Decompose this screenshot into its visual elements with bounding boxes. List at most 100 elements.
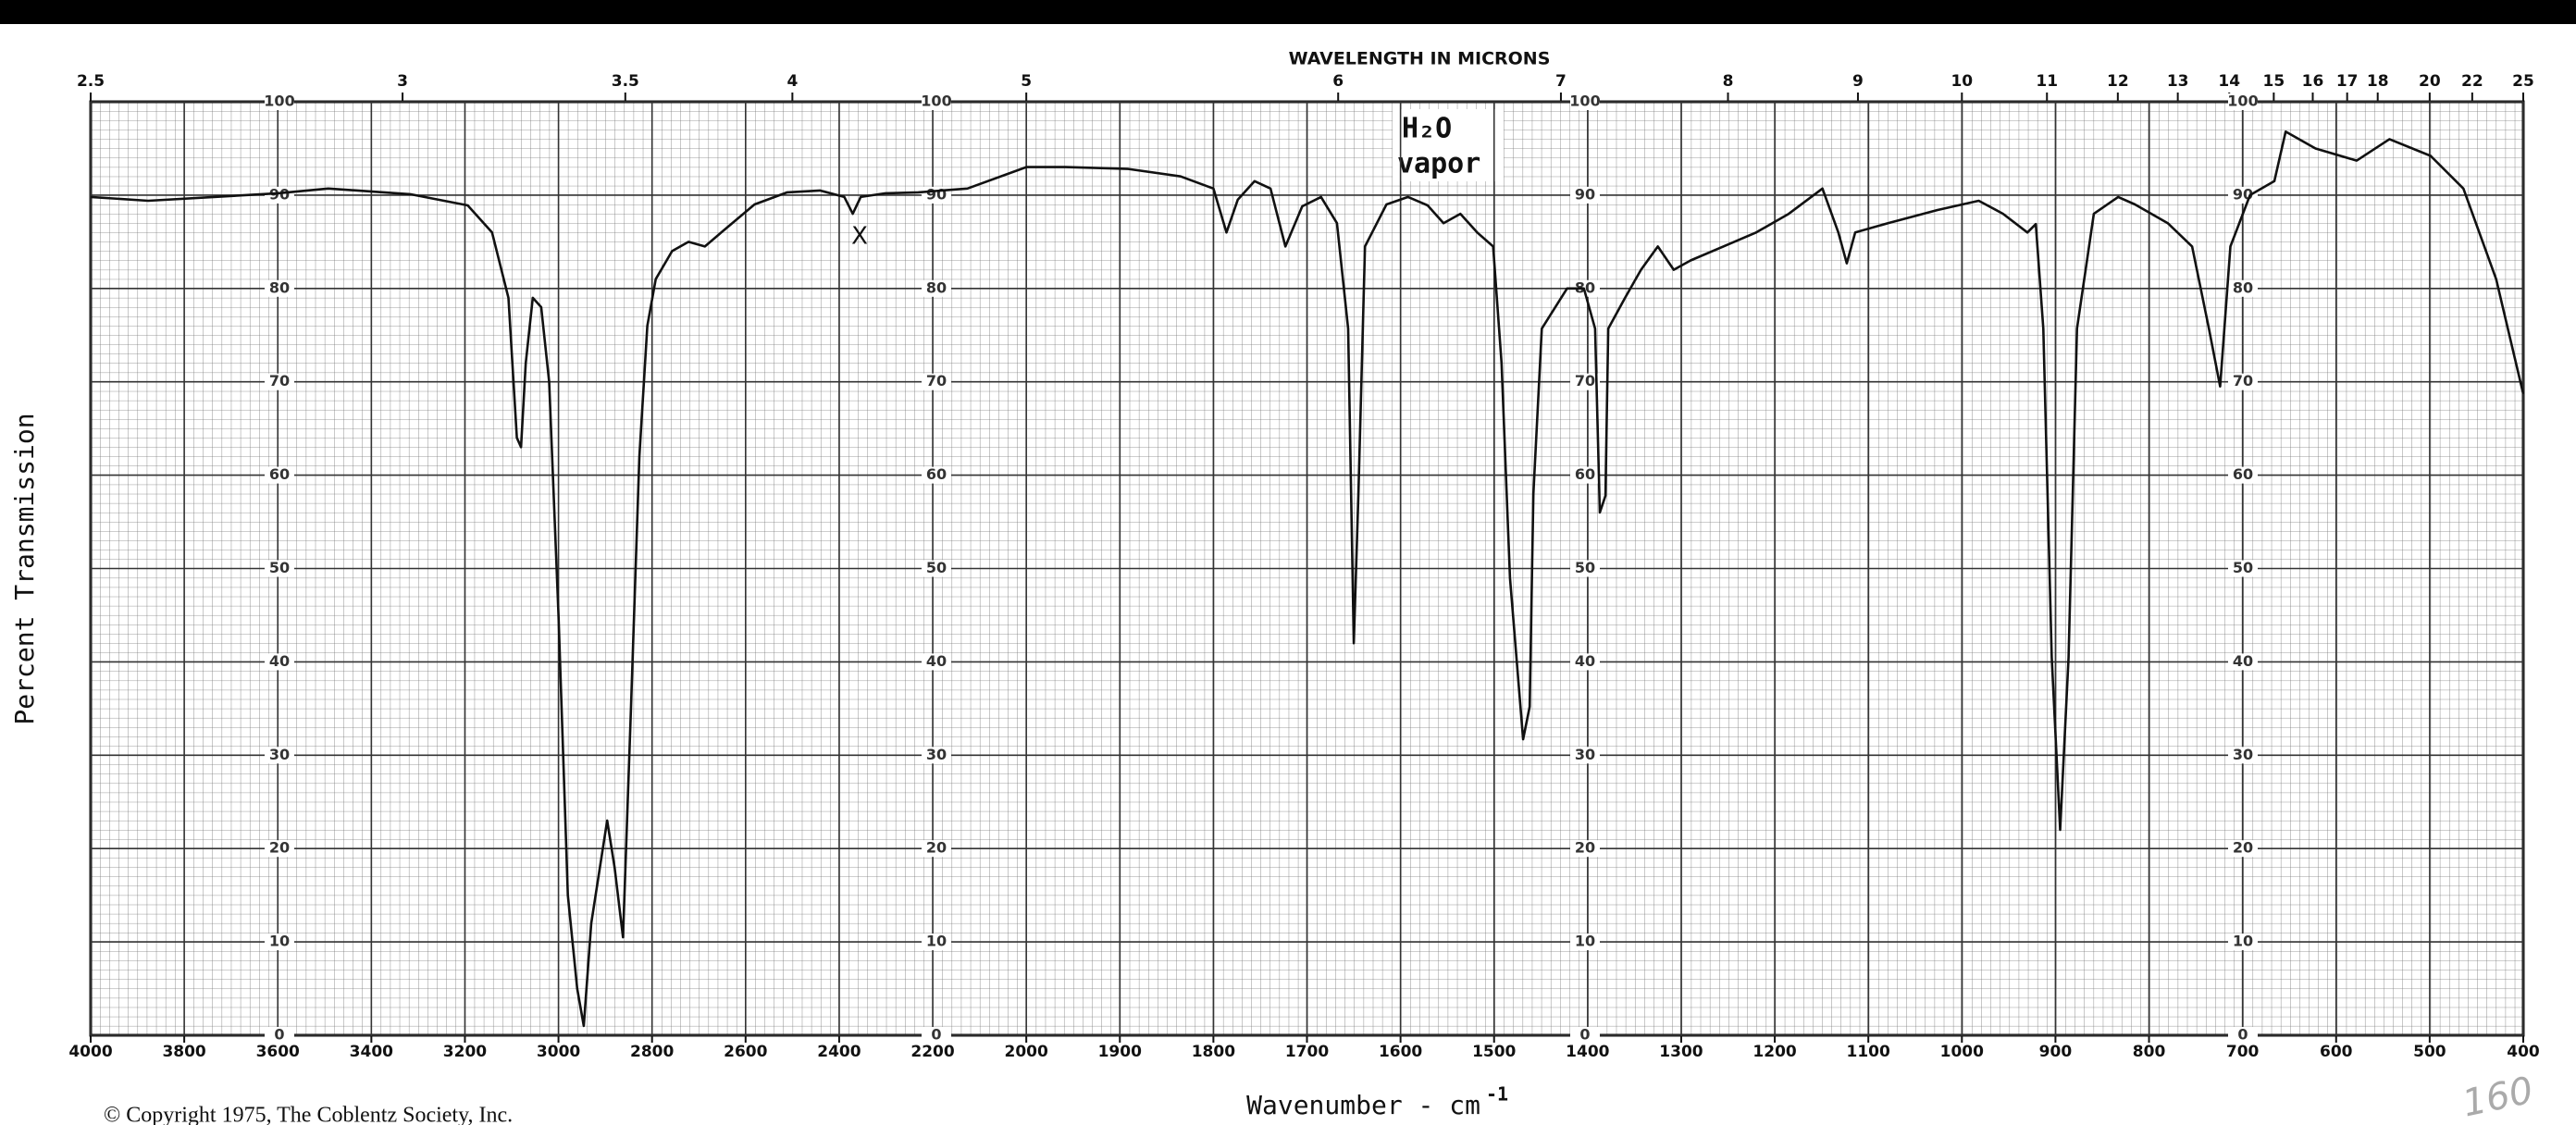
x-tick-label: 1600 [1379,1043,1422,1061]
x-tick-label: 3200 [443,1043,487,1061]
x2-tick-label: 7 [1555,72,1567,91]
annotation-bg [1393,109,1504,181]
x2-tick-label: 18 [2367,72,2389,91]
y-tick-label: 10 [2233,933,2253,950]
y-tick-label-bg [1570,840,1600,858]
x-tick-label: 1800 [1192,1043,1235,1061]
x-tick-label: 500 [2413,1043,2446,1061]
x-tick-label: 400 [2507,1043,2540,1061]
annotation: H₂O [1402,113,1452,145]
y-tick-label: 80 [2233,278,2253,296]
x2-tick-label: 6 [1332,72,1344,91]
y-tick-label: 80 [1575,278,1595,296]
y-tick-label-bg [922,560,951,577]
x2-tick-label: 22 [2461,72,2483,91]
y-tick-label: 70 [269,372,290,389]
y-tick-label-bg [1570,93,1600,110]
y-tick-label-bg [2228,186,2258,204]
x-tick-label: 3400 [350,1043,393,1061]
y-tick-label-bg [265,93,294,110]
y-tick-label: 100 [1569,93,1600,110]
y-tick-label-bg [2228,933,2258,951]
y-tick-label-bg [265,1027,294,1044]
spectrum-line [90,130,2525,1028]
annotation: vapor [1397,148,1480,180]
y-tick-label-bg [265,840,294,858]
y-tick-label-bg [265,186,294,204]
y-tick-label: 100 [921,93,951,110]
y-tick-label-bg [922,466,951,484]
y-tick-label: 20 [269,839,290,857]
y-tick-label: 10 [926,933,947,950]
x2-tick-label: 17 [2336,72,2359,91]
header-band [0,0,2576,24]
y-tick-label-bg [2228,466,2258,484]
y-tick-label: 60 [269,465,290,483]
x-tick-label: 2400 [817,1043,861,1061]
y-tick-label-bg [922,373,951,390]
y-tick-label-bg [1570,933,1600,951]
y-tick-label-bg [922,933,951,951]
x-tick-label: 3800 [162,1043,205,1061]
x-tick-label: 2000 [1004,1043,1047,1061]
x2-tick-label: 11 [2036,72,2058,91]
y-tick-label-bg [922,1027,951,1044]
y-tick-label-bg [922,279,951,297]
x-tick-label: 1400 [1566,1043,1609,1061]
y-tick-label: 70 [2233,372,2253,389]
y-tick-label: 40 [1575,652,1595,670]
x2-tick-label: 5 [1021,72,1032,91]
y-tick-label: 60 [1575,465,1595,483]
x-tick-label: 3600 [256,1043,300,1061]
x-tick-label: 900 [2039,1043,2073,1061]
y-tick-label: 50 [1575,559,1595,576]
x-tick-label: 1100 [1847,1043,1890,1061]
y-tick-label: 0 [1579,1026,1590,1044]
y-tick-label-bg [2228,840,2258,858]
y-tick-label-bg [2228,373,2258,390]
annotation: X [851,223,868,251]
x2-tick-label: 16 [2302,72,2324,91]
y-tick-label-bg [1570,653,1600,671]
y-tick-label-bg [1570,373,1600,390]
x-tick-label: 2200 [910,1043,954,1061]
x-tick-label: 600 [2320,1043,2353,1061]
y-tick-label-bg [2228,279,2258,297]
y-tick-label: 10 [269,933,290,950]
y-tick-label-bg [265,279,294,297]
y-tick-label: 0 [2237,1026,2248,1044]
y-tick-label: 50 [269,559,290,576]
y-tick-label: 0 [931,1026,941,1044]
x2-tick-label: 9 [1852,72,1864,91]
x2-tick-label: 20 [2419,72,2441,91]
y-tick-label-bg [2228,560,2258,577]
y-tick-label-bg [265,747,294,764]
y-tick-label-bg [2228,747,2258,764]
x-axis-label: Wavenumber - cm [1246,1090,1480,1120]
y-tick-label-bg [922,653,951,671]
x-tick-label: 1700 [1285,1043,1329,1061]
y-tick-label: 40 [269,652,290,670]
y-tick-label-bg [922,747,951,764]
x2-tick-label: 10 [1951,72,1973,91]
y-tick-label: 50 [2233,559,2253,576]
y-tick-label-bg [1570,466,1600,484]
x-tick-label: 700 [2226,1043,2260,1061]
x2-tick-label: 14 [2218,72,2240,91]
x-tick-label: 1200 [1752,1043,1796,1061]
y-tick-label: 90 [926,185,947,203]
y-tick-label: 30 [1575,746,1595,763]
x2-tick-label: 2.5 [77,72,105,91]
y-tick-label-bg [1570,186,1600,204]
y-tick-label-bg [922,93,951,110]
y-tick-label: 10 [1575,933,1595,950]
y-tick-label: 40 [926,652,947,670]
x2-tick-label: 8 [1723,72,1734,91]
x-tick-label: 800 [2133,1043,2166,1061]
y-tick-label: 70 [926,372,947,389]
x2-tick-label: 12 [2107,72,2129,91]
x2-tick-label: 15 [2263,72,2285,91]
y-tick-label-bg [2228,1027,2258,1044]
y-tick-label-bg [265,933,294,951]
x-axis-label-sup: -1 [1486,1083,1508,1106]
